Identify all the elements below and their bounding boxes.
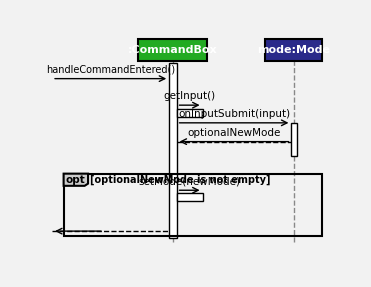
- Text: getInput(): getInput(): [164, 91, 216, 101]
- Text: opt: opt: [66, 175, 86, 185]
- Bar: [291, 123, 296, 156]
- Text: :CommandBox: :CommandBox: [128, 45, 218, 55]
- Bar: [169, 63, 177, 238]
- Bar: [64, 174, 322, 236]
- Text: [optionalNewMode is not empty]: [optionalNewMode is not empty]: [91, 174, 271, 185]
- Text: optionalNewMode: optionalNewMode: [187, 128, 281, 138]
- Text: handleCommandEntered(): handleCommandEntered(): [46, 65, 175, 75]
- Bar: [265, 39, 322, 61]
- Bar: [138, 39, 207, 61]
- Text: onInputSubmit(input): onInputSubmit(input): [178, 109, 290, 119]
- Polygon shape: [64, 174, 88, 186]
- Bar: [177, 193, 203, 201]
- Text: setMode(newMode): setMode(newMode): [138, 176, 240, 186]
- Bar: [177, 109, 203, 117]
- Text: mode:Mode: mode:Mode: [257, 45, 330, 55]
